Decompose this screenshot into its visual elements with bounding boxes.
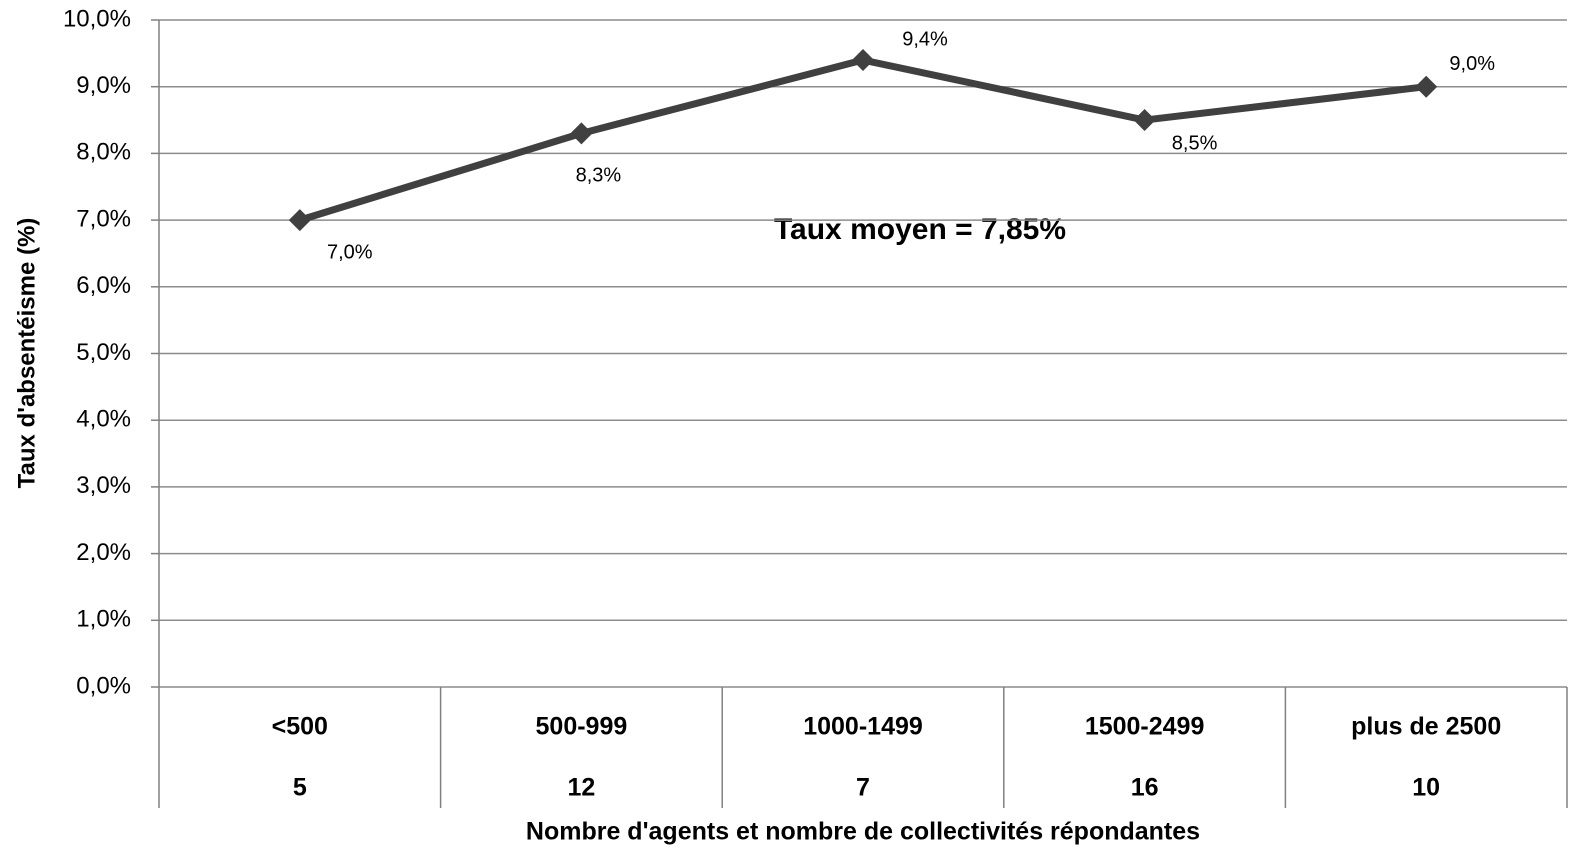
data-label: 8,3% — [576, 165, 622, 187]
y-tick-label: 8,0% — [76, 139, 131, 166]
marker — [852, 49, 874, 72]
line — [298, 56, 1427, 224]
y-tick-label: 4,0% — [76, 406, 131, 433]
marker — [1133, 109, 1156, 132]
data-label: 9,4% — [902, 28, 948, 50]
annotation: Taux moyen = 7,85% — [774, 213, 1066, 246]
y-tick-label: 1,0% — [76, 606, 131, 633]
x-tick-label: 500-999 — [536, 713, 628, 741]
data-label: 8,5% — [1172, 132, 1218, 154]
marker — [288, 209, 311, 232]
y-tick-label: 0,0% — [76, 672, 131, 699]
y-tick-label: 6,0% — [76, 272, 131, 299]
marker — [1415, 75, 1438, 98]
y-tick-label: 10,0% — [63, 5, 131, 32]
y-tick-label: 2,0% — [76, 539, 131, 566]
marker — [570, 122, 593, 145]
y-tick-label: 9,0% — [76, 72, 131, 99]
category-count: 16 — [1131, 774, 1159, 802]
category-count: 7 — [856, 774, 870, 802]
category-count: 12 — [567, 774, 595, 802]
y-axis-label: Taux d'absentéisme (%) — [13, 218, 40, 489]
y-tick-label: 3,0% — [76, 472, 131, 499]
x-tick-label: 1000-1499 — [803, 713, 923, 741]
y-tick-label: 5,0% — [76, 339, 131, 366]
category-count: 10 — [1412, 774, 1440, 802]
x-tick-label: plus de 2500 — [1351, 713, 1501, 741]
x-axis-label: Nombre d'agents et nombre de collectivit… — [526, 818, 1200, 846]
x-tick-label: <500 — [272, 713, 328, 741]
y-tick-label: 7,0% — [76, 205, 131, 232]
category-count: 5 — [293, 774, 307, 802]
data-label: 7,0% — [327, 241, 373, 263]
x-tick-label: 1500-2499 — [1085, 713, 1205, 741]
data-label: 9,0% — [1449, 53, 1495, 75]
